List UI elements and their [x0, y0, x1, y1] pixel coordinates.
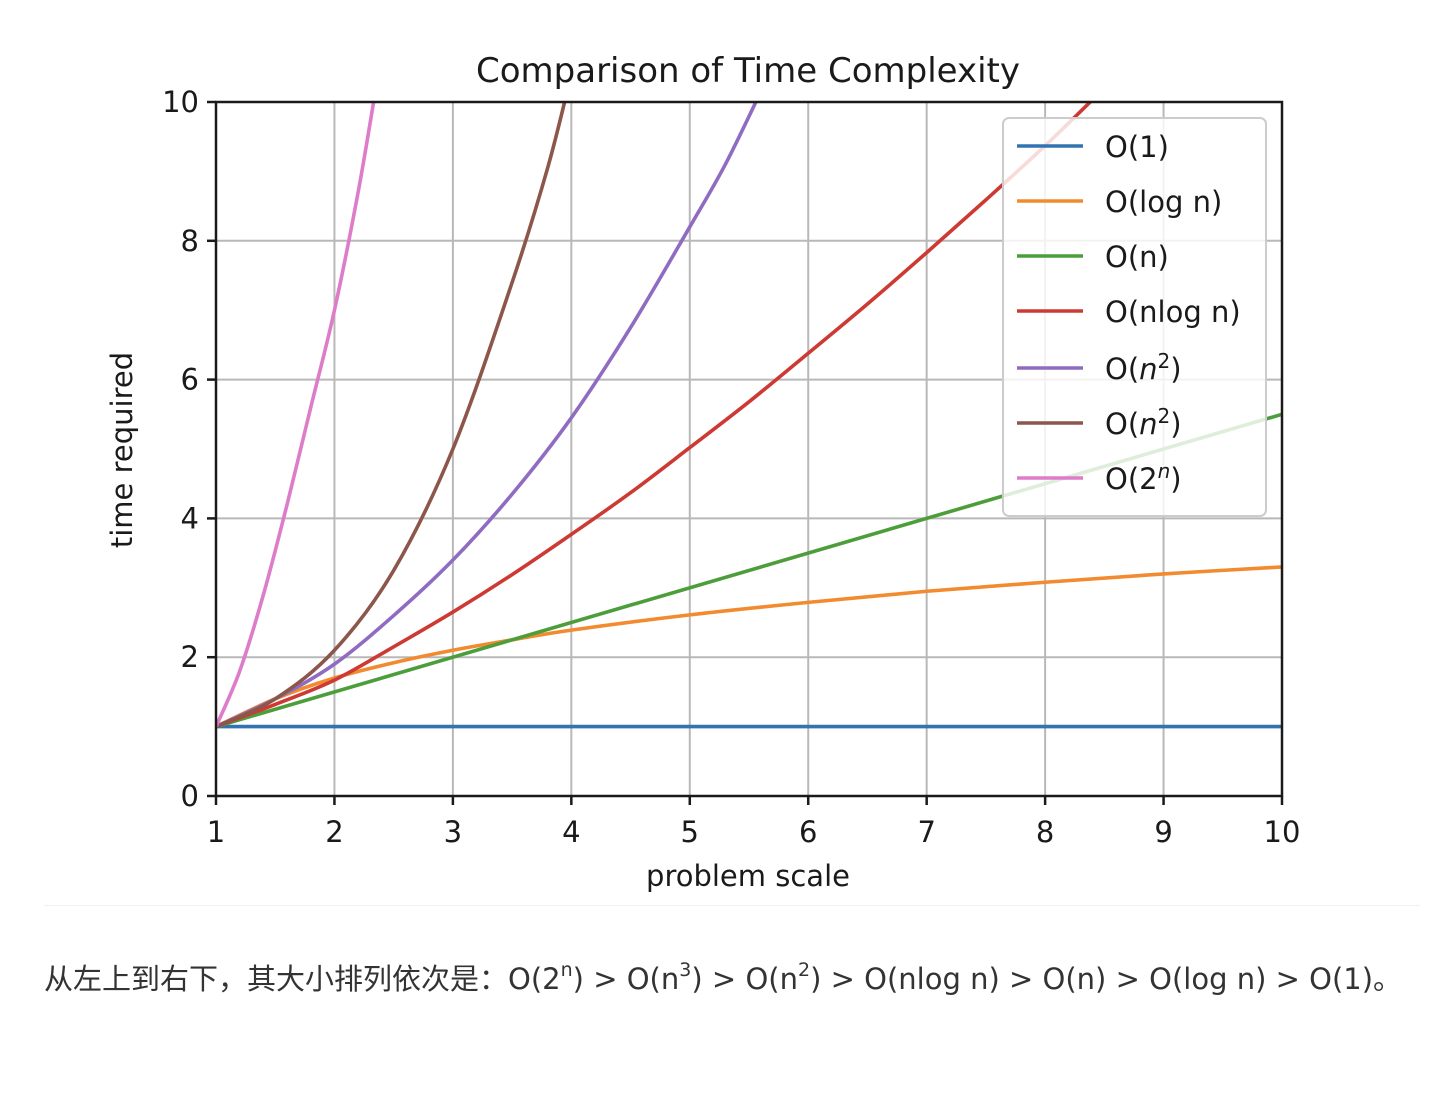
caption-complexity-1: O(n3): [626, 959, 703, 996]
legend-box: [1002, 117, 1267, 517]
divider: [44, 905, 1420, 906]
caption-separator: >: [702, 962, 746, 996]
legend-label-1: O(log n): [1105, 185, 1222, 219]
series-layer: [216, 102, 1282, 729]
y-axis-label: time required: [105, 352, 139, 548]
series-line-6: [216, 102, 376, 728]
caption-separator: >: [999, 962, 1043, 996]
caption-separator: >: [583, 962, 627, 996]
caption-complexity-5: O(log n): [1149, 962, 1267, 996]
y-tick-label-10: 10: [162, 85, 199, 119]
y-tick-label-8: 8: [181, 224, 199, 258]
caption: 从左上到右下，其大小排列依次是：O(2n) > O(n3) > O(n2) > …: [44, 950, 1404, 1008]
plot-frame: [214, 100, 1284, 798]
caption-separator: >: [1266, 962, 1310, 996]
y-tick-label-2: 2: [181, 640, 199, 674]
complexity-chart: Comparison of Time Complexity problem sc…: [105, 51, 1300, 893]
legend-label-3: O(nlog n): [1105, 295, 1241, 329]
legend-label-4: O(n2): [1105, 349, 1182, 386]
series-line-4: [216, 102, 758, 729]
x-tick-label-5: 5: [681, 815, 699, 849]
x-tick-label-3: 3: [444, 815, 462, 849]
x-tick-label-1: 1: [207, 815, 225, 849]
x-tick-label-4: 4: [562, 815, 580, 849]
legend: O(1) O(log n) O(n) O(nlog n) O(n2) O(n2) O(2n): [1002, 117, 1267, 517]
legend-label-0: O(1): [1105, 130, 1169, 164]
caption-complexity-4: O(n): [1042, 962, 1107, 996]
series-line-5: [216, 102, 567, 729]
caption-ordering: O(2n) > O(n3) > O(n2) > O(nlog n) > O(n)…: [508, 959, 1374, 996]
x-tick-label-2: 2: [325, 815, 343, 849]
x-tick-label-6: 6: [799, 815, 817, 849]
caption-complexity-2: O(n2): [745, 959, 822, 996]
legend-label-2: O(n): [1105, 240, 1169, 274]
chart-svg: Comparison of Time Complexity problem sc…: [105, 51, 1300, 893]
caption-end: 。: [1373, 962, 1403, 996]
caption-complexity-6: O(1): [1309, 962, 1374, 996]
tick-layer: 1 2 3 4 5 6 7 8 9 10 0 2 4 6 8 10: [162, 85, 1300, 849]
caption-separator: >: [1106, 962, 1150, 996]
y-tick-label-4: 4: [181, 501, 199, 535]
series-line-3: [216, 102, 1093, 729]
x-tick-label-10: 10: [1264, 815, 1301, 849]
caption-intro: 从左上到右下，其大小排列依次是：: [44, 962, 509, 996]
x-axis-label: problem scale: [646, 859, 850, 893]
x-tick-label-9: 9: [1154, 815, 1172, 849]
caption-complexity-0: O(2n): [508, 959, 584, 996]
legend-label-6: O(2n): [1105, 459, 1182, 496]
caption-complexity-3: O(nlog n): [864, 962, 1000, 996]
series-line-1: [216, 565, 1282, 729]
y-tick-label-0: 0: [181, 779, 199, 813]
y-tick-label-6: 6: [181, 363, 199, 397]
chart-title: Comparison of Time Complexity: [476, 51, 1020, 91]
caption-separator: >: [821, 962, 865, 996]
legend-label-5: O(n2): [1105, 404, 1182, 441]
x-tick-label-7: 7: [917, 815, 935, 849]
x-tick-label-8: 8: [1036, 815, 1054, 849]
